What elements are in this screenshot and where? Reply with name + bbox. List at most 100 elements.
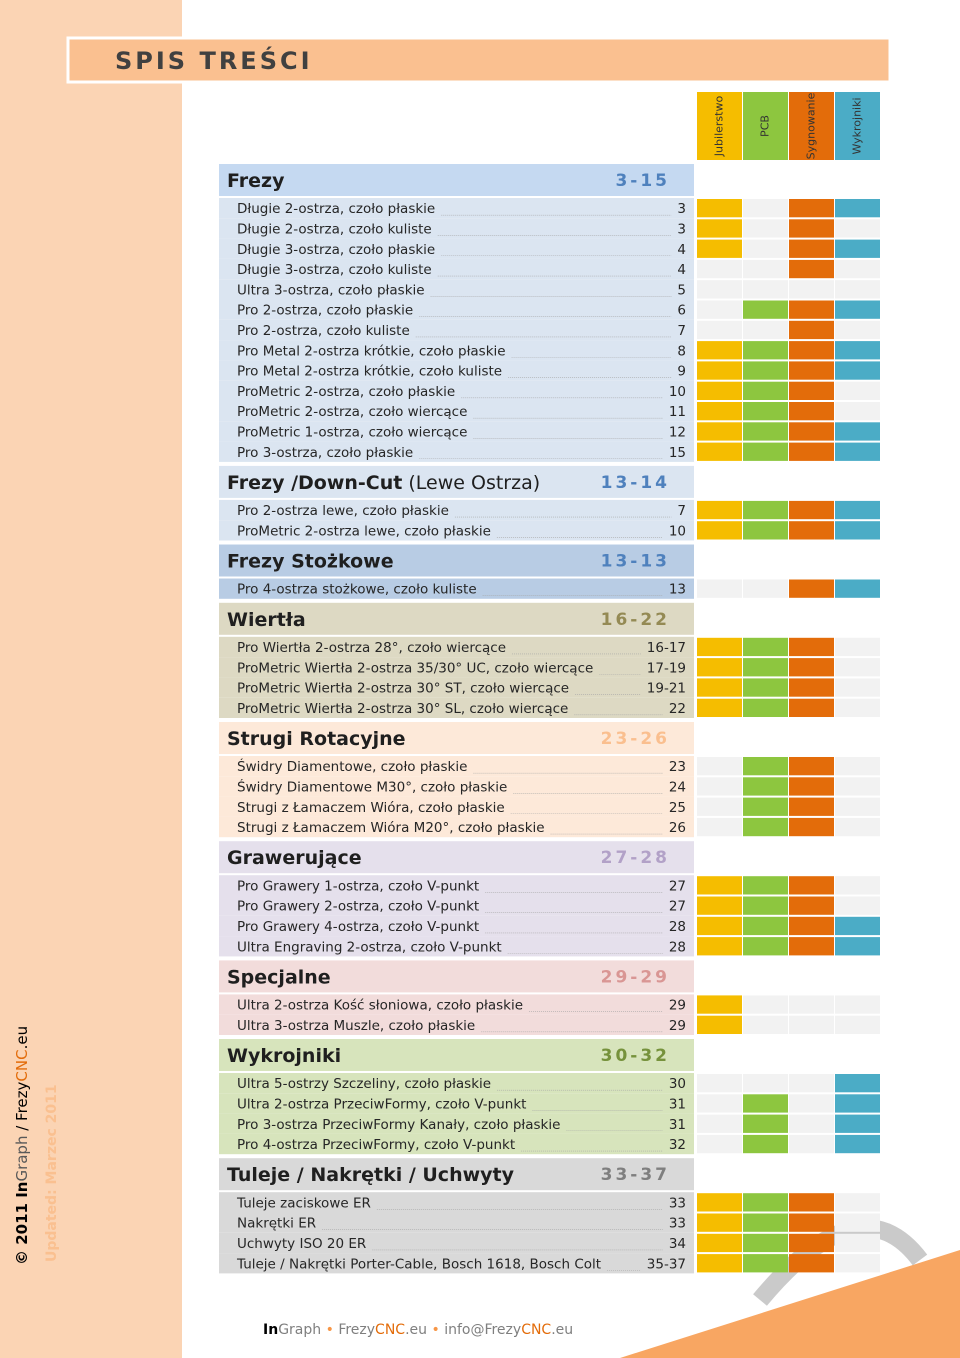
row-bg [219,936,694,957]
flag-cell [697,579,742,598]
row-page: 11 [669,404,686,420]
flag-cell [789,199,834,218]
flag-cell [743,500,788,520]
flag-cell [789,1114,834,1133]
row-label: Pro Grawery 2-ostrza, czoło V-punkt [237,899,479,915]
row-label: Pro Metal 2-ostrza krótkie, czoło płaski… [237,343,506,359]
flag-cell [743,1015,788,1034]
row-label: Świdry Diamentowe, czoło płaskie [237,757,467,775]
flag-cell [743,361,788,380]
flag-cell [697,381,742,400]
flag-cell [743,341,788,360]
row-label: Długie 3-ostrza, czoło płaskie [237,242,435,258]
row-bg [219,875,694,896]
column-label: Jubilerstwo [713,96,726,158]
flag-cell [789,1094,834,1113]
flag-cell [789,916,834,936]
flag-cell [697,280,742,299]
flag-cell [835,876,880,895]
row-bg [219,1093,694,1114]
side-updated: Updated: Marzec 2011 [44,1084,60,1262]
flag-cell [697,1094,742,1113]
flag-cell [835,341,880,360]
flag-cell [697,219,742,238]
row-page: 17-19 [647,660,686,676]
flag-cell [743,916,788,936]
row-bg [219,1253,694,1274]
flag-cell [789,698,834,717]
section-range: 33-37 [601,1165,670,1185]
footer-part: In [263,1322,278,1338]
flag-cell [789,1233,834,1253]
flag-cell [789,658,834,677]
row-bg [219,299,694,320]
section-title: Grawerujące [227,847,362,869]
section-title: Strugi Rotacyjne [227,728,406,750]
section-range: 16-22 [601,610,670,630]
row-label: Pro Wiertła 2-ostrza 28°, czoło wiercące [237,640,506,656]
side-copyright: © 2011 InGraph / FrezyCNC.eu [13,1026,31,1265]
row-label: Strugi z Łamaczem Wióra M20°, czoło płas… [237,820,545,836]
flag-cell [743,402,788,421]
flag-cell [789,637,834,657]
flag-cell [789,1134,834,1154]
flag-cell [743,1074,788,1093]
flag-cell [789,442,834,461]
flag-cell [835,757,880,776]
row-bg [219,697,694,718]
row-label: ProMetric Wiertła 2-ostrza 30° ST, czoło… [237,681,569,697]
flag-cell [743,422,788,441]
flag-cell [743,300,788,319]
column-head [743,92,788,160]
flag-cell [743,320,788,340]
row-label: Pro Metal 2-ostrza krótkie, czoło kulist… [237,364,502,380]
flag-cell [697,300,742,319]
row-bg [219,258,694,280]
row-label: ProMetric 2-ostrza lewe, czoło płaskie [237,523,491,539]
footer-part: Graph [278,1322,321,1338]
flag-cell [743,521,788,540]
section-head [219,602,694,635]
flag-cell [743,1213,788,1232]
flag-cell [835,678,880,697]
section-range: 3-15 [615,171,670,191]
flag-cell [697,777,742,796]
flag-cell [835,579,880,598]
flag-cell [697,1193,742,1212]
row-label: ProMetric 1-ostrza, czoło wiercące [237,424,467,440]
flag-cell [835,1114,880,1133]
flag-cell [789,300,834,319]
section-head [219,1039,694,1071]
row-label: Pro 3-ostrza PrzeciwFormy Kanały, czoło … [237,1117,560,1133]
row-page: 10 [669,523,686,539]
footer-part: • [321,1322,338,1338]
side-band [0,0,182,1358]
row-label: Pro 3-ostrza, czoło płaskie [237,445,413,461]
flag-cell [697,1233,742,1253]
flag-cell [697,1074,742,1093]
row-bg [219,401,694,422]
flag-cell [835,422,880,441]
row-page: 29 [669,1018,686,1034]
flag-cell [743,1094,788,1113]
flag-cell [743,777,788,796]
flag-cell [835,1015,880,1034]
flag-cell [697,521,742,540]
flag-cell [697,239,742,258]
flag-cell [835,1094,880,1113]
flag-cell [835,995,880,1014]
row-label: ProMetric Wiertła 2-ostrza 35/30° UC, cz… [237,660,593,676]
flag-cell [835,937,880,956]
column-label: Sygnowanie [805,92,818,159]
flag-cell [697,637,742,657]
flag-cell [789,320,834,340]
flag-cell [743,817,788,837]
flag-cell [835,280,880,299]
section-head [219,722,694,754]
row-bg [219,578,694,599]
row-page: 6 [677,303,686,319]
row-page: 12 [669,424,686,440]
section-range: 30-32 [601,1046,670,1066]
flag-cell [697,658,742,677]
flag-cell [835,916,880,936]
